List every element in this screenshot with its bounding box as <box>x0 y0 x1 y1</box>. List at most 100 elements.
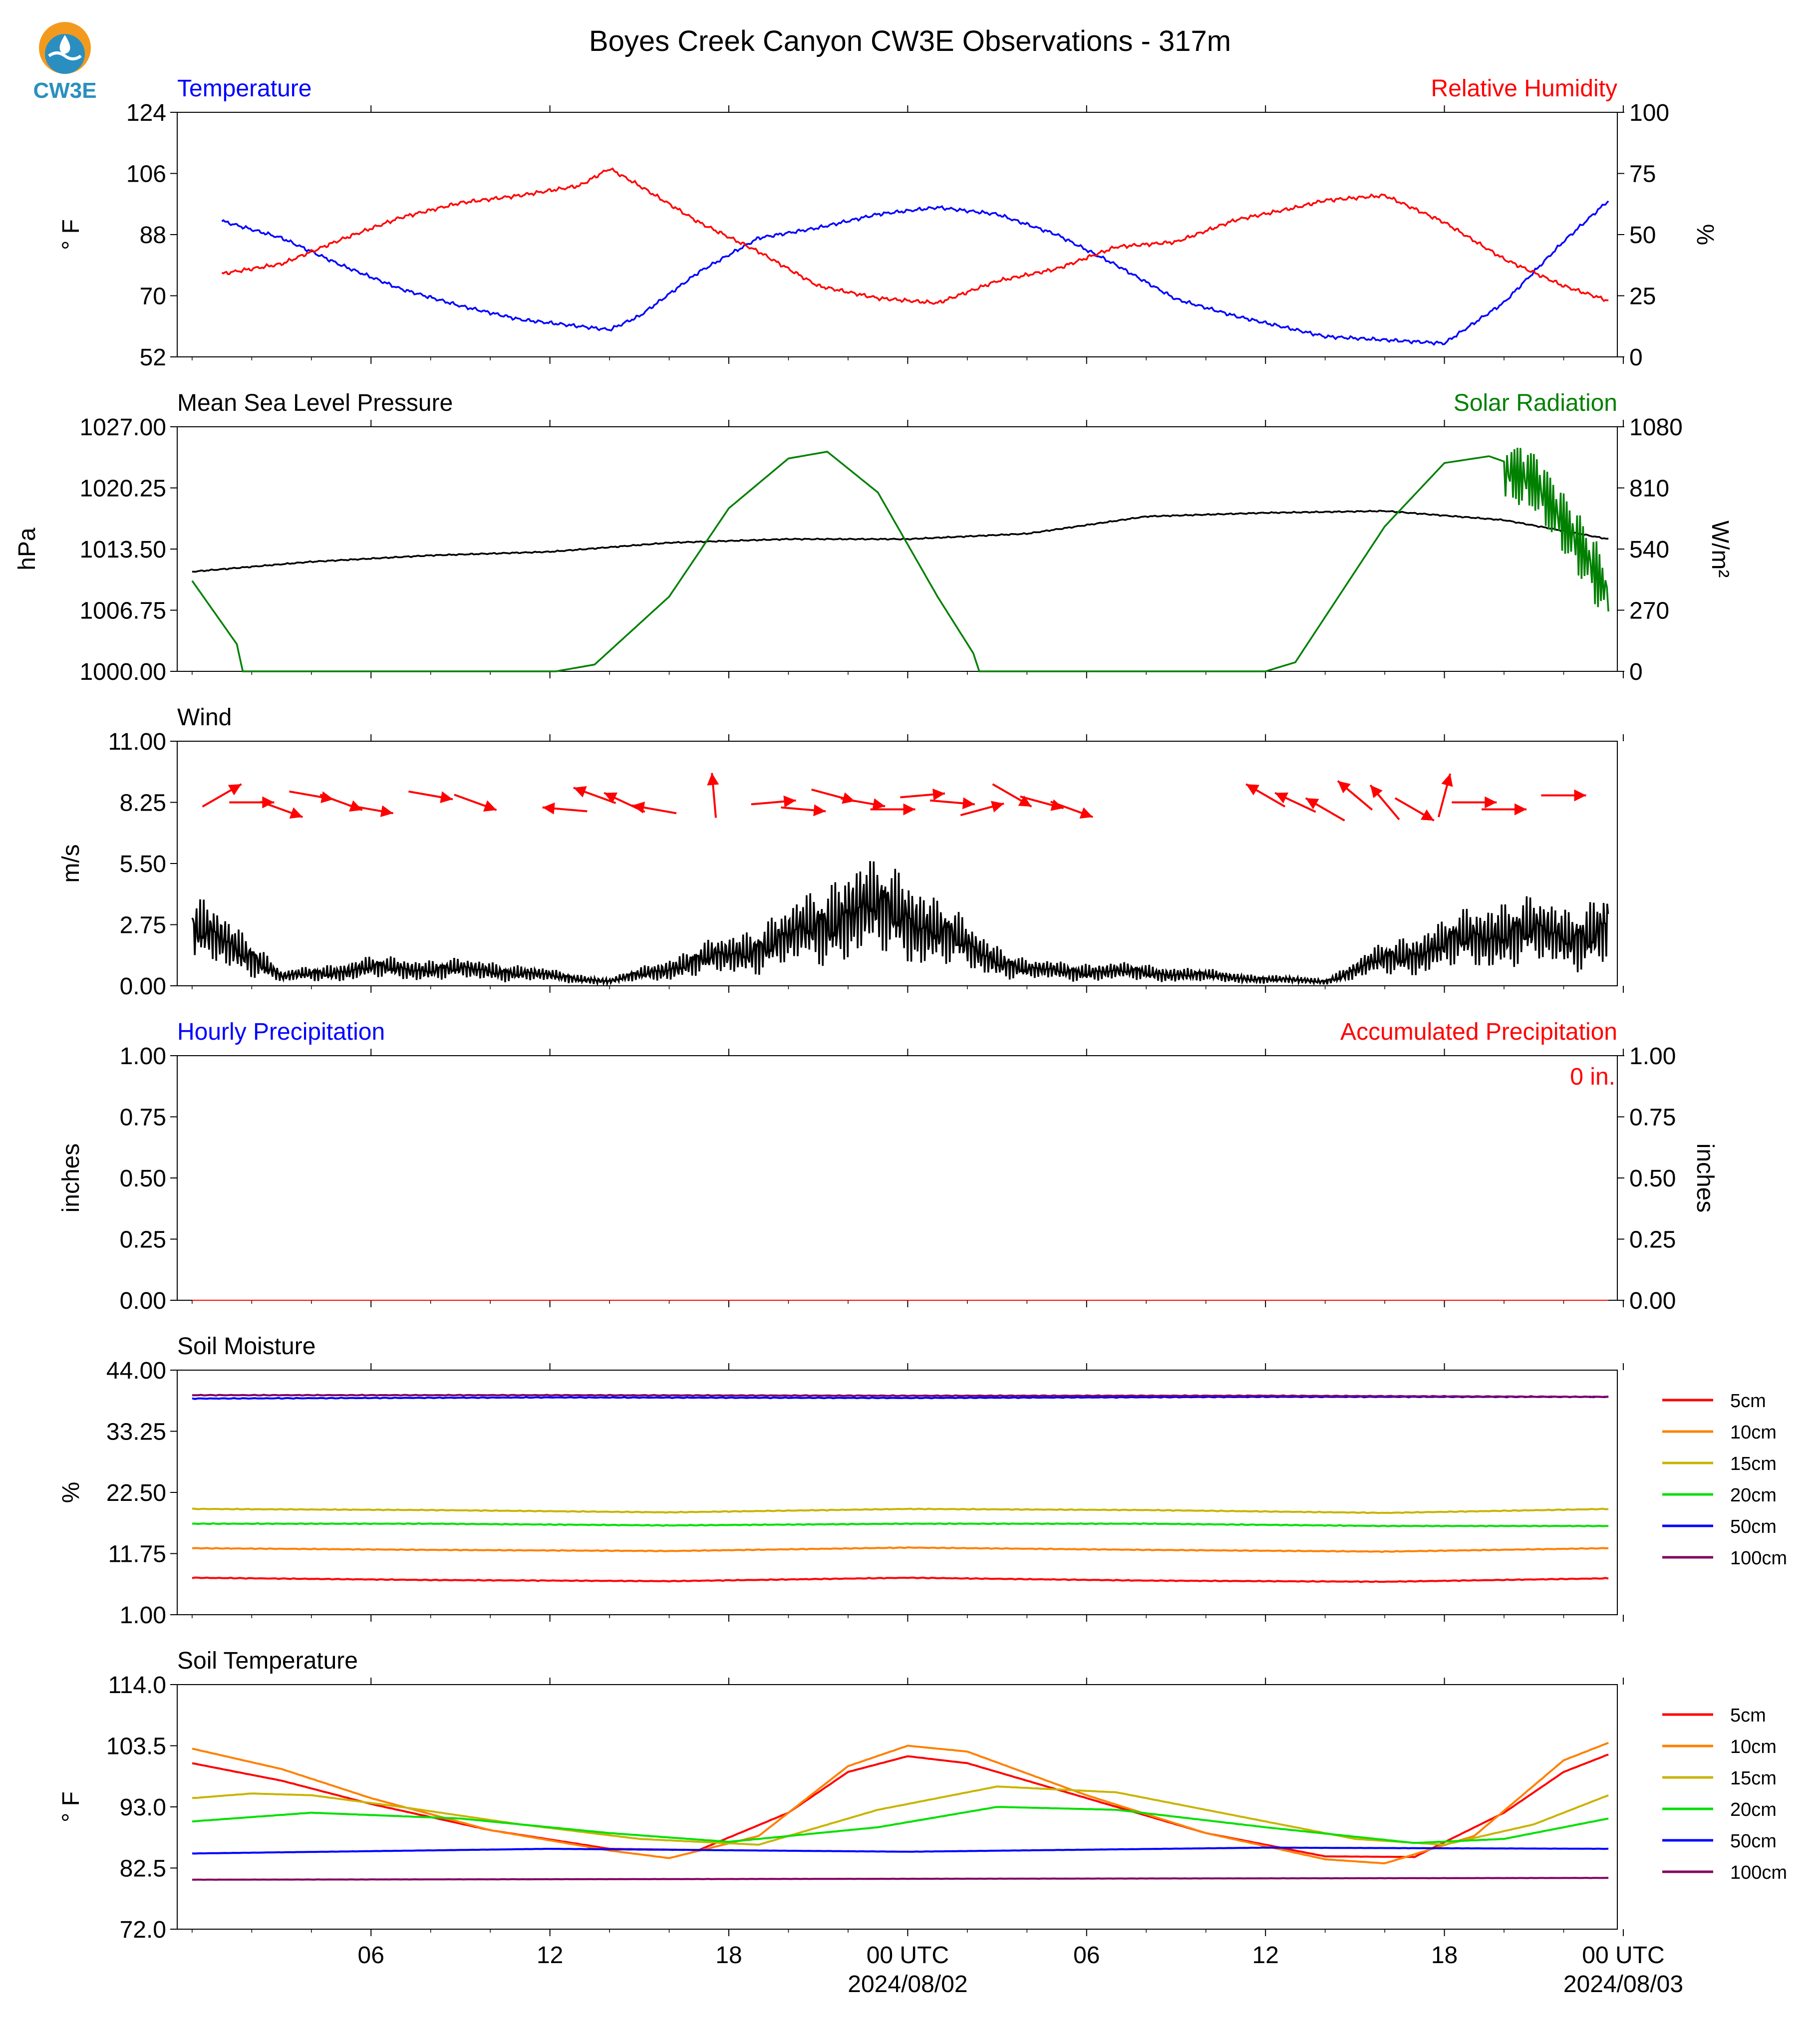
wind-arrow-head <box>707 773 719 786</box>
y-tick-label-right: 540 <box>1629 537 1669 563</box>
wind-arrow-head <box>228 784 242 796</box>
panel-title-left: Soil Temperature <box>177 1648 358 1674</box>
y-tick-label-left: 0.25 <box>120 1227 166 1253</box>
depth-line-20cm <box>192 1522 1609 1528</box>
y-tick-label-left: 114.0 <box>108 1672 166 1699</box>
x-tick-label: 06 <box>358 1942 384 1969</box>
y-tick-label-right: 0 <box>1629 659 1643 685</box>
y-tick-label-left: 70 <box>140 284 166 310</box>
wind-arrow-head <box>783 795 796 808</box>
x-date-label: 2024/08/03 <box>1563 1971 1683 1998</box>
x-tick-label: 06 <box>1073 1942 1100 1969</box>
wind-arrow <box>348 804 393 817</box>
panel-4: 0.00 0.25 0.50 0.75 1.00 0.00 0.25 0.50 0.75 1.00… <box>58 1019 1718 1314</box>
depth-line-15cm <box>192 1785 1609 1846</box>
wind-speed-line <box>191 861 1609 987</box>
legend-label: 10cm <box>1730 1422 1777 1443</box>
wind-arrow <box>202 783 242 808</box>
legend-label: 20cm <box>1730 1485 1777 1506</box>
wind-arrow-head <box>440 791 453 803</box>
wind-arrow-head <box>1018 795 1032 807</box>
wind-arrow <box>632 802 677 815</box>
y-tick-label-left: 93.0 <box>120 1794 166 1821</box>
wind-arrow-head <box>1515 803 1527 816</box>
x-date-label: 2024/08/02 <box>848 1971 967 1998</box>
legend-label: 15cm <box>1730 1768 1777 1789</box>
y-tick-label-left: 22.50 <box>106 1480 166 1506</box>
wind-arrow-head <box>932 788 945 801</box>
legend-label: 5cm <box>1730 1705 1766 1726</box>
legend-label: 20cm <box>1730 1799 1777 1820</box>
wind-arrow-head <box>1574 789 1586 802</box>
wind-arrow <box>573 786 616 804</box>
y-tick-label-right: 0.00 <box>1629 1288 1676 1314</box>
wind-arrow-head <box>872 798 886 810</box>
panel-title-left: Soil Moisture <box>177 1333 315 1360</box>
wind-arrow <box>870 803 915 816</box>
y-tick-label-right: 100 <box>1629 100 1669 126</box>
y-tick-label-left: 1027.00 <box>79 414 166 441</box>
y-tick-label-right: 0.50 <box>1629 1165 1676 1192</box>
panel-title-left: Temperature <box>177 75 311 102</box>
y-tick-label-right: 0.75 <box>1629 1105 1676 1131</box>
wind-arrow-head <box>1337 781 1351 794</box>
panel-title-right: Solar Radiation <box>1454 390 1617 416</box>
wind-arrow <box>1305 797 1345 822</box>
y-axis-label-right: inches <box>1692 1144 1718 1213</box>
wind-arrow-head <box>1485 796 1497 809</box>
wind-arrow <box>1452 796 1497 809</box>
depth-line-20cm <box>192 1806 1609 1844</box>
legend-label: 100cm <box>1730 1548 1787 1569</box>
y-tick-label-left: 124 <box>126 100 166 126</box>
legend-label: 10cm <box>1730 1737 1777 1757</box>
y-tick-label-left: 5.50 <box>120 851 166 877</box>
y-tick-label-left: 82.5 <box>120 1856 166 1882</box>
y-axis-label-left: ° F <box>58 1791 84 1822</box>
panel-title-right: Accumulated Precipitation <box>1340 1019 1617 1045</box>
wind-arrow-head <box>573 786 587 798</box>
y-tick-label-left: 1013.50 <box>79 537 166 563</box>
depth-line-50cm <box>192 1846 1609 1855</box>
y-tick-label-left: 88 <box>140 222 166 249</box>
wind-arrow <box>929 797 975 810</box>
legend-label: 15cm <box>1730 1453 1777 1474</box>
y-tick-label-left: 0.50 <box>120 1165 166 1192</box>
x-tick-label: 00 UTC <box>867 1942 949 1969</box>
wind-arrow <box>260 801 303 819</box>
wind-arrow-head <box>990 801 1004 813</box>
depth-line-100cm <box>192 1877 1609 1881</box>
y-axis-label-left: inches <box>58 1144 84 1213</box>
y-tick-label-right: 25 <box>1629 284 1656 310</box>
y-tick-label-left: 8.25 <box>120 790 166 817</box>
y-axis-label-left: hPa <box>14 528 40 571</box>
x-tick-label: 12 <box>537 1942 563 1969</box>
wind-arrow <box>1394 797 1435 822</box>
y-axis-label-right: % <box>1692 224 1718 246</box>
wind-arrow-head <box>1370 785 1383 799</box>
depth-line-100cm <box>192 1394 1609 1399</box>
panel-title-left: Mean Sea Level Pressure <box>177 390 453 416</box>
wind-arrow <box>900 788 945 801</box>
legend: 5cm 10cm 15cm 20cm 50cm 100cm <box>1662 1391 1787 1569</box>
wind-arrow-head <box>1246 784 1259 796</box>
wind-arrow <box>1541 789 1586 802</box>
y-tick-label-left: 1006.75 <box>79 598 166 624</box>
y-tick-label-right: 0.25 <box>1629 1227 1676 1253</box>
wind-arrow-head <box>1305 798 1319 810</box>
wind-arrow-head <box>604 792 618 804</box>
y-tick-label-left: 1000.00 <box>79 659 166 685</box>
wind-arrow <box>1274 792 1316 813</box>
panel-title-right: Relative Humidity <box>1431 75 1617 102</box>
y-tick-label-right: 0 <box>1629 344 1643 371</box>
wind-arrow <box>542 802 588 815</box>
y-tick-label-right: 75 <box>1629 161 1656 188</box>
y-axis-label-left: % <box>58 1482 84 1503</box>
y-tick-label-left: 106 <box>126 161 166 188</box>
legend-label: 5cm <box>1730 1391 1766 1412</box>
wind-arrow <box>841 797 886 810</box>
y-tick-label-left: 0.75 <box>120 1105 166 1131</box>
solar-radiation-line <box>191 448 1609 672</box>
panel-title-left: Wind <box>177 704 232 731</box>
